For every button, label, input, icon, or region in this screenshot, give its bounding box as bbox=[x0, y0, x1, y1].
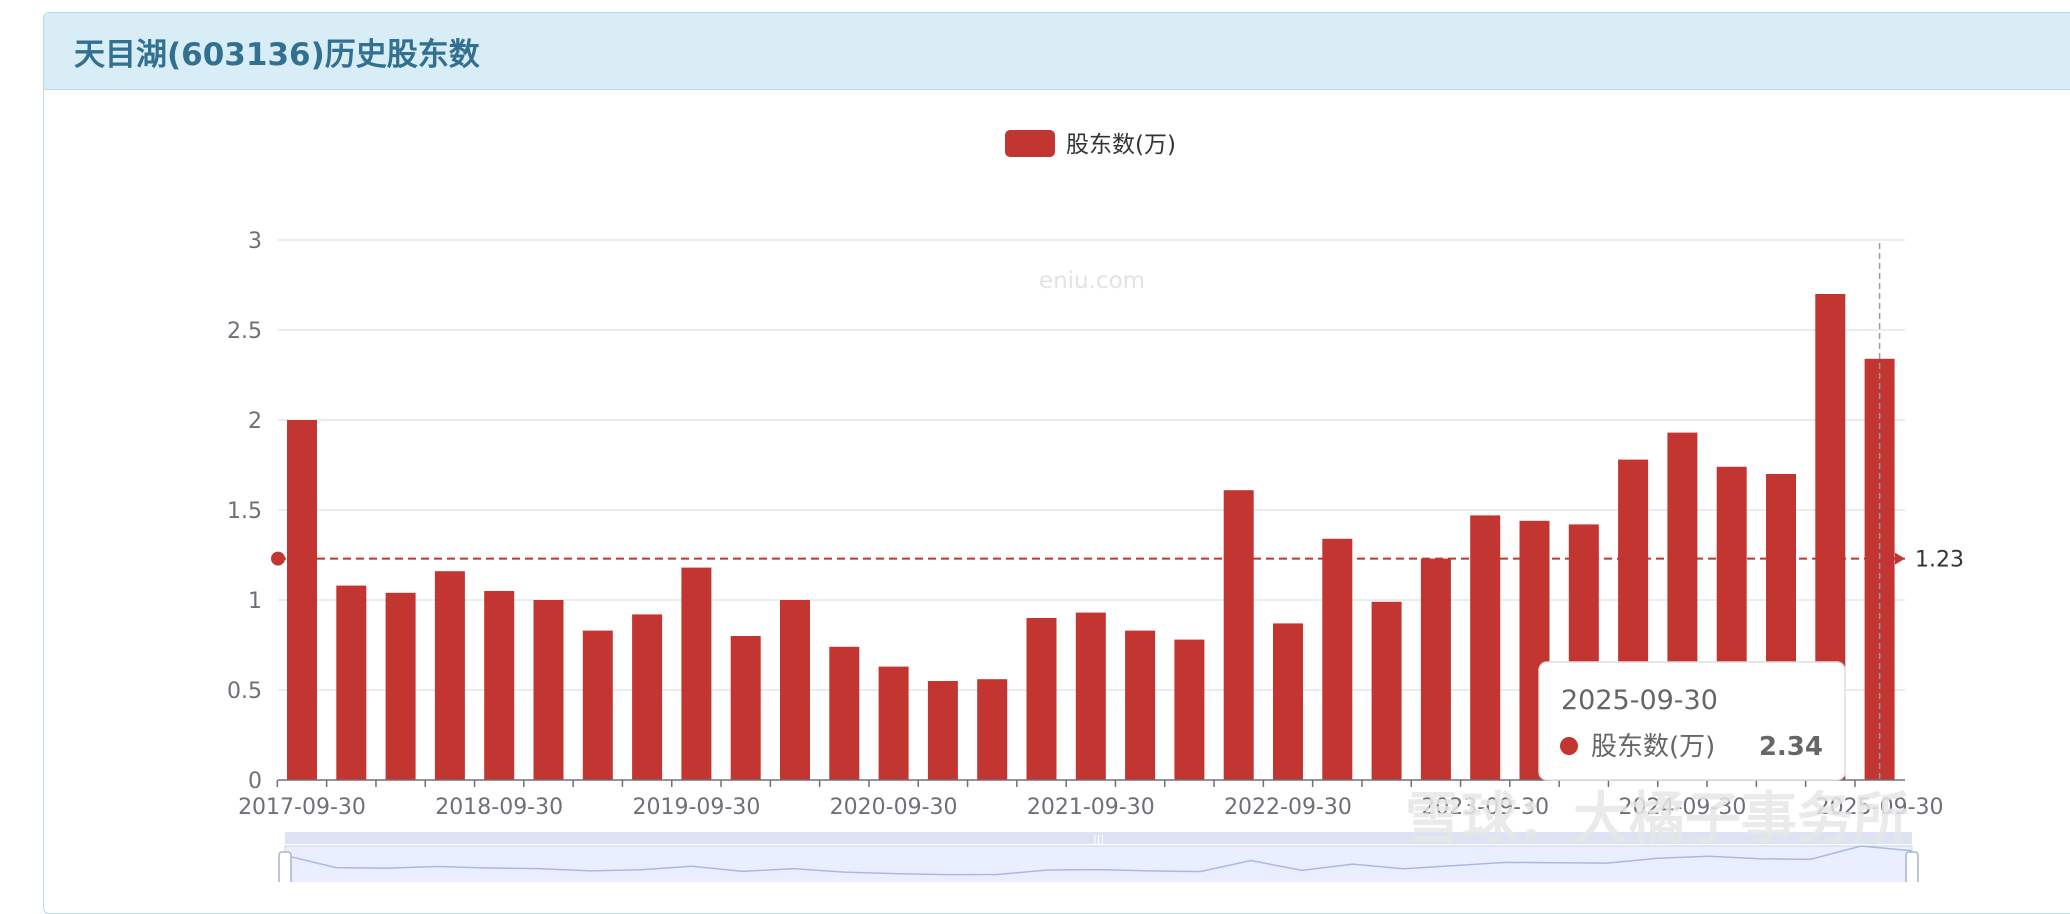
y-tick-label: 1.5 bbox=[227, 499, 262, 524]
y-tick-label: 2 bbox=[248, 409, 262, 434]
bar bbox=[1223, 490, 1254, 780]
overlay-watermark: 雪球：大橘子事务所 bbox=[1405, 787, 1909, 852]
x-tick-label: 2019-09-30 bbox=[632, 795, 760, 820]
bar-chart: 0 0.5 1 1.5 2 2.5 3 eniu.com 股东数(万) 2017-09-30 201… bbox=[227, 130, 1964, 882]
y-tick-label: 2.5 bbox=[227, 319, 262, 344]
x-tick-label: 2018-09-30 bbox=[435, 795, 563, 820]
bar bbox=[1322, 538, 1353, 780]
zoom-handle-right bbox=[1905, 851, 1919, 882]
bar bbox=[681, 567, 712, 780]
legend-swatch bbox=[1005, 130, 1055, 157]
tooltip-marker bbox=[1560, 737, 1578, 755]
average-line-start-dot bbox=[271, 551, 285, 566]
y-tick-label: 1 bbox=[248, 589, 262, 614]
bar bbox=[287, 420, 317, 780]
panel-title: 天目湖(603136)历史股东数 bbox=[74, 36, 480, 73]
average-line-arrow bbox=[1895, 552, 1905, 565]
average-line-label: 1.23 bbox=[1915, 548, 1964, 573]
bar bbox=[1075, 612, 1106, 780]
zoom-handle-left bbox=[278, 851, 292, 882]
bar bbox=[878, 666, 909, 780]
watermark: eniu.com bbox=[1039, 268, 1145, 294]
bar bbox=[336, 585, 367, 780]
bar bbox=[1026, 618, 1057, 780]
y-tick-label: 3 bbox=[248, 229, 262, 254]
x-tick-label: 2023-09-30 bbox=[1421, 795, 1549, 820]
bar bbox=[1420, 558, 1451, 780]
y-tick-label: 0.5 bbox=[227, 679, 262, 704]
x-tick-label: 2024-09-30 bbox=[1618, 795, 1746, 820]
tooltip-series-name: 股东数(万) bbox=[1591, 732, 1715, 762]
bar bbox=[780, 600, 810, 780]
zoom-drag-bar bbox=[285, 832, 1912, 844]
bar bbox=[385, 592, 416, 780]
bar bbox=[434, 571, 465, 780]
bar bbox=[927, 681, 958, 780]
bar bbox=[1470, 515, 1501, 780]
bar bbox=[977, 679, 1008, 780]
x-tick-label: 2022-09-30 bbox=[1224, 795, 1352, 820]
bar bbox=[632, 614, 663, 780]
zoom-preview-line bbox=[284, 845, 1913, 876]
bar bbox=[730, 636, 761, 780]
legend-label: 股东数(万) bbox=[1066, 132, 1176, 158]
bar bbox=[533, 600, 564, 780]
panel-header: 天目湖(603136)历史股东数 bbox=[44, 13, 2070, 90]
bar bbox=[582, 630, 613, 780]
tooltip-value: 2.34 bbox=[1759, 732, 1823, 762]
x-tick-label: 2020-09-30 bbox=[830, 795, 958, 820]
x-tick-label: 2017-09-30 bbox=[238, 795, 366, 820]
tooltip-box bbox=[1538, 661, 1846, 781]
bar bbox=[1371, 601, 1402, 780]
tooltip-date: 2025-09-30 bbox=[1561, 685, 1718, 716]
bar bbox=[1125, 630, 1156, 780]
bar bbox=[484, 591, 515, 780]
bar bbox=[1174, 639, 1205, 780]
bar bbox=[829, 646, 860, 780]
bar bbox=[1273, 623, 1303, 780]
x-tick-label: 2025-09-30 bbox=[1816, 795, 1944, 820]
x-tick-label: 2021-09-30 bbox=[1027, 795, 1155, 820]
zoom-drag-grip: ||| bbox=[1093, 833, 1104, 846]
y-tick-label: 0 bbox=[248, 769, 262, 794]
